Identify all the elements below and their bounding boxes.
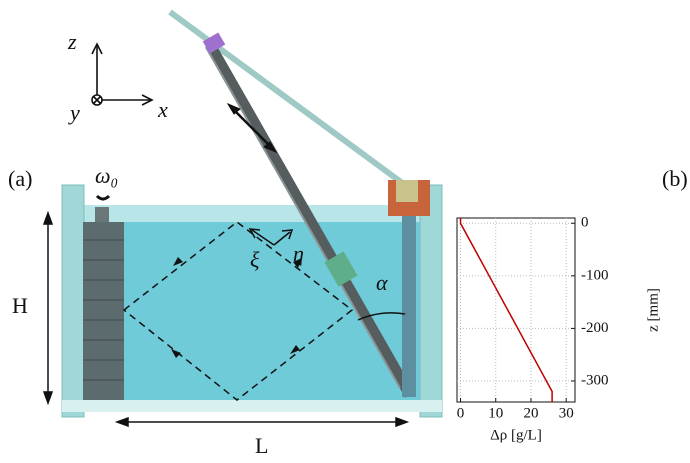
omega-label: ω₀ <box>95 163 118 188</box>
profile-chart: 0 10 20 30 0 -100 -200 -300 Δρ [g/L] z [mm] <box>456 215 661 443</box>
ray-path <box>122 221 354 401</box>
ray-arrows <box>171 257 302 358</box>
x-axis-label: Δρ [g/L] <box>490 427 542 443</box>
xi-label: ξ <box>250 247 260 272</box>
x-tick-label: 30 <box>559 405 574 421</box>
dimension-arrows <box>42 210 410 428</box>
x-tick-label: 10 <box>488 405 503 421</box>
x-tick-label: 20 <box>523 405 538 421</box>
alpha-label: α <box>376 270 388 295</box>
y-tick-label: -200 <box>581 320 609 336</box>
profile-line <box>459 218 553 402</box>
height-label: H <box>12 293 28 318</box>
x-tick-label: 0 <box>457 405 465 421</box>
y-tick-label: -100 <box>581 267 609 283</box>
y-tick-label: -300 <box>581 372 609 388</box>
tank <box>61 184 443 418</box>
axis-name: x <box>157 97 168 122</box>
panel-label: (b) <box>662 166 688 191</box>
coordinate-axes <box>91 42 154 106</box>
plot-area <box>456 217 576 403</box>
y-tick-label: 0 <box>581 215 589 231</box>
angle-arc <box>357 312 406 321</box>
panel-label: (a) <box>8 166 32 191</box>
length-label: L <box>255 433 268 458</box>
motion-arrow <box>226 102 278 154</box>
local-axes <box>248 228 294 246</box>
apparatus <box>168 9 430 398</box>
axis-name: z <box>67 29 77 54</box>
y-axis-label: z [mm] <box>645 288 661 332</box>
axis-name: y <box>68 100 80 125</box>
eta-label: η <box>293 241 304 266</box>
